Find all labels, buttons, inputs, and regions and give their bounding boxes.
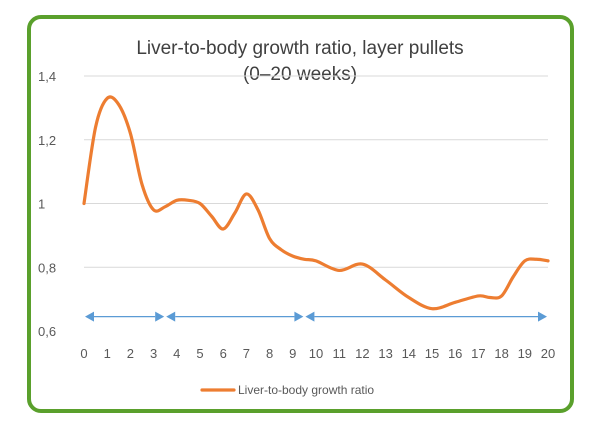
x-tick-label: 17 (471, 346, 485, 361)
arrow-head-left (166, 311, 176, 322)
x-tick-label: 11 (332, 346, 346, 361)
chart-title-line-1: Liver-to-body growth ratio, layer pullet… (136, 38, 464, 59)
x-tick-label: 15 (425, 346, 439, 361)
arrow-head-right (294, 311, 304, 322)
arrow-head-left (305, 311, 315, 322)
x-tick-label: 18 (494, 346, 508, 361)
series-line (82, 95, 550, 311)
y-tick-label: 1,4 (38, 69, 56, 84)
x-tick-label: 12 (355, 346, 369, 361)
legend-label: Liver-to-body growth ratio (238, 383, 374, 397)
arrow-head-right (538, 311, 547, 322)
x-tick-label: 0 (80, 346, 87, 361)
x-tick-label: 3 (150, 346, 157, 361)
x-tick-label: 4 (173, 346, 180, 361)
arrow-head-right (155, 311, 165, 322)
x-tick-label: 10 (309, 346, 323, 361)
x-tick-label: 19 (518, 346, 532, 361)
chart-title: Liver-to-body growth ratio, layer pullet… (0, 36, 600, 88)
y-tick-label: 0,8 (38, 260, 56, 275)
y-tick-label: 1 (38, 197, 45, 212)
x-tick-label: 20 (541, 346, 555, 361)
x-tick-label: 6 (220, 346, 227, 361)
y-tick-label: 0,6 (38, 324, 56, 339)
arrow-head-left (85, 311, 94, 322)
chart-title-line-2: (0–20 weeks) (242, 64, 358, 85)
x-tick-label: 5 (196, 346, 203, 361)
x-tick-label: 1 (104, 346, 111, 361)
x-tick-label: 14 (402, 346, 416, 361)
x-tick-label: 13 (378, 346, 392, 361)
x-tick-label: 16 (448, 346, 462, 361)
x-tick-label: 7 (243, 346, 250, 361)
chart-frame (27, 15, 574, 413)
x-tick-label: 8 (266, 346, 273, 361)
y-tick-label: 1,2 (38, 133, 56, 148)
x-tick-label: 9 (289, 346, 296, 361)
x-tick-label: 2 (127, 346, 134, 361)
